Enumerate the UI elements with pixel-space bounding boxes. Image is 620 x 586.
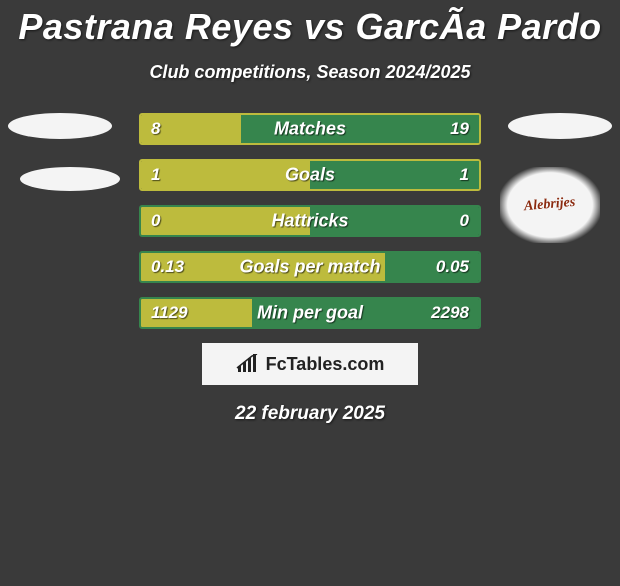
team-logo-right: Alebrijes xyxy=(500,167,600,243)
stat-bar: 0.13Goals per match0.05 xyxy=(139,251,481,283)
player-badge-right-1 xyxy=(508,113,612,139)
bar-value-right: 19 xyxy=(450,119,469,139)
bar-value-right: 0 xyxy=(460,211,469,231)
bar-label: Goals per match xyxy=(141,257,479,278)
page-title: Pastrana Reyes vs GarcÃ­a Pardo xyxy=(0,6,620,48)
bar-value-right: 2298 xyxy=(431,303,469,323)
player-badge-left-2 xyxy=(20,167,120,191)
attribution-text: FcTables.com xyxy=(266,354,385,375)
bar-label: Matches xyxy=(141,119,479,140)
bar-value-right: 1 xyxy=(460,165,469,185)
bar-value-right: 0.05 xyxy=(436,257,469,277)
stat-bar: 8Matches19 xyxy=(139,113,481,145)
team-logo-text: Alebrijes xyxy=(524,195,577,215)
bar-label: Min per goal xyxy=(141,303,479,324)
attribution: FcTables.com xyxy=(202,343,418,385)
comparison-content: Alebrijes 8Matches19 1Goals1 0Hattricks0 0.… xyxy=(0,113,620,425)
player-badge-left-1 xyxy=(8,113,112,139)
bar-label: Hattricks xyxy=(141,211,479,232)
stat-bars: 8Matches19 1Goals1 0Hattricks0 0.13Goals pe… xyxy=(139,113,481,329)
subtitle: Club competitions, Season 2024/2025 xyxy=(0,62,620,83)
date-text: 22 february 2025 xyxy=(0,403,620,425)
stat-bar: 1Goals1 xyxy=(139,159,481,191)
bar-label: Goals xyxy=(141,165,479,186)
stat-bar: 1129Min per goal2298 xyxy=(139,297,481,329)
stat-bar: 0Hattricks0 xyxy=(139,205,481,237)
chart-icon xyxy=(236,354,260,374)
